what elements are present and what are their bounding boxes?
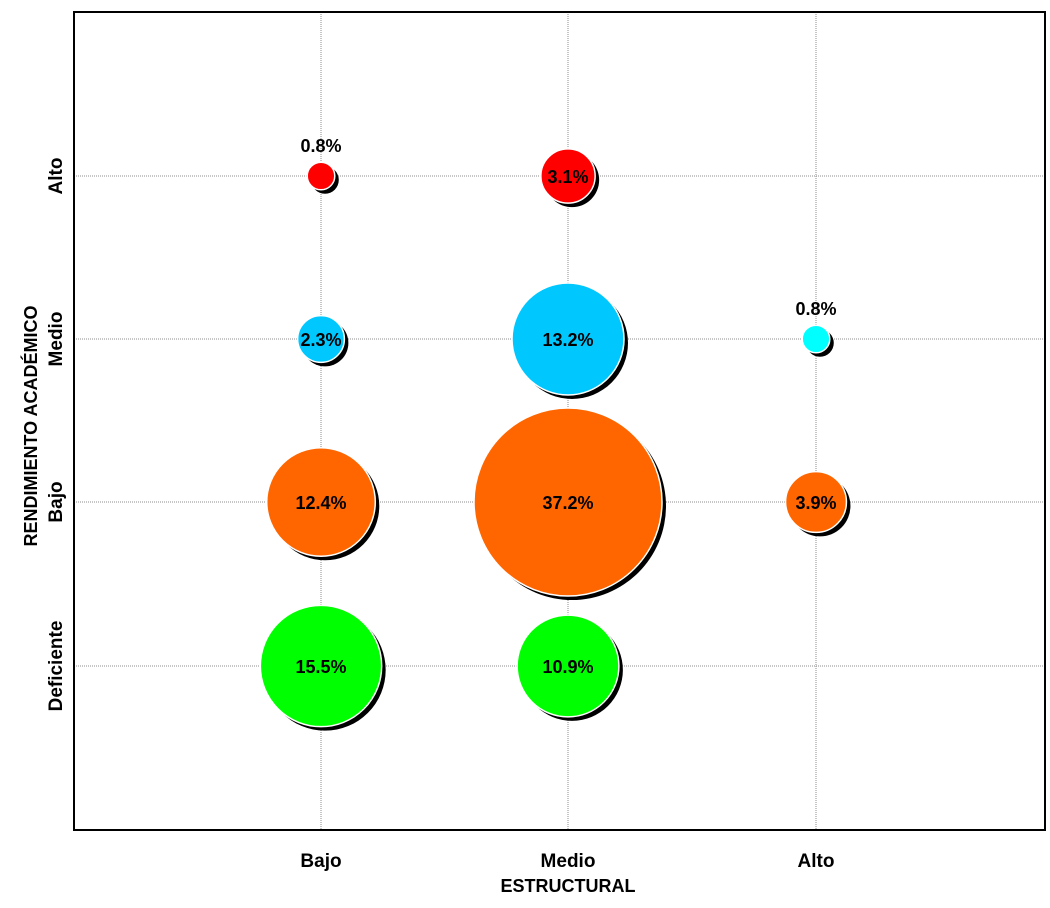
bubble-group xyxy=(511,282,628,399)
bubble-data-label: 0.8% xyxy=(300,136,341,156)
bubble-group xyxy=(516,614,623,721)
y-tick-label: Medio xyxy=(46,312,67,367)
bubble-group xyxy=(259,604,386,731)
bubble-data-label: 15.5% xyxy=(295,657,346,677)
bubble xyxy=(784,470,848,534)
y-axis-ticks: Deficiente Bajo Medio Alto xyxy=(46,158,67,712)
bubble xyxy=(265,446,377,558)
bubble xyxy=(306,161,336,191)
bubble xyxy=(259,604,383,728)
bubble-data-label: 3.9% xyxy=(795,493,836,513)
bubble-data-label: 3.1% xyxy=(547,167,588,187)
bubble xyxy=(473,407,663,597)
bubble-data-label: 37.2% xyxy=(542,493,593,513)
bubble xyxy=(540,148,596,204)
bubble xyxy=(516,614,620,718)
bubble-group xyxy=(473,407,666,600)
bubble-group xyxy=(801,324,834,357)
x-tick-label: Bajo xyxy=(300,851,341,872)
bubble-data-label: 13.2% xyxy=(542,330,593,350)
bubble-data-label: 12.4% xyxy=(295,493,346,513)
bubble-layer xyxy=(259,148,851,731)
y-tick-label: Alto xyxy=(46,158,67,195)
data-labels: 15.5% 10.9% 12.4% 37.2% 3.9% 2.3% 13.2% 0.8% 0.8… xyxy=(295,136,836,677)
y-tick-label: Bajo xyxy=(46,481,67,522)
x-tick-label: Medio xyxy=(541,851,596,872)
bubble xyxy=(296,314,346,364)
bubble-group xyxy=(540,148,600,208)
bubble xyxy=(801,324,831,354)
bubble-group xyxy=(296,314,349,367)
bubble xyxy=(511,282,625,396)
plot-area-border xyxy=(73,11,1046,831)
x-tick-label: Alto xyxy=(798,851,835,872)
bubble-group xyxy=(265,446,380,561)
x-axis-title: ESTRUCTURAL xyxy=(501,876,636,896)
bubble-data-label: 2.3% xyxy=(300,330,341,350)
bubble-group xyxy=(306,161,339,194)
y-tick-label: Deficiente xyxy=(46,621,67,712)
bubble-data-label: 0.8% xyxy=(795,299,836,319)
x-axis-ticks: Bajo Medio Alto xyxy=(300,851,834,872)
y-axis-title: RENDIMIENTO ACADÉMICO xyxy=(20,305,41,546)
bubble-group xyxy=(784,470,851,537)
bubble-data-label: 10.9% xyxy=(542,657,593,677)
